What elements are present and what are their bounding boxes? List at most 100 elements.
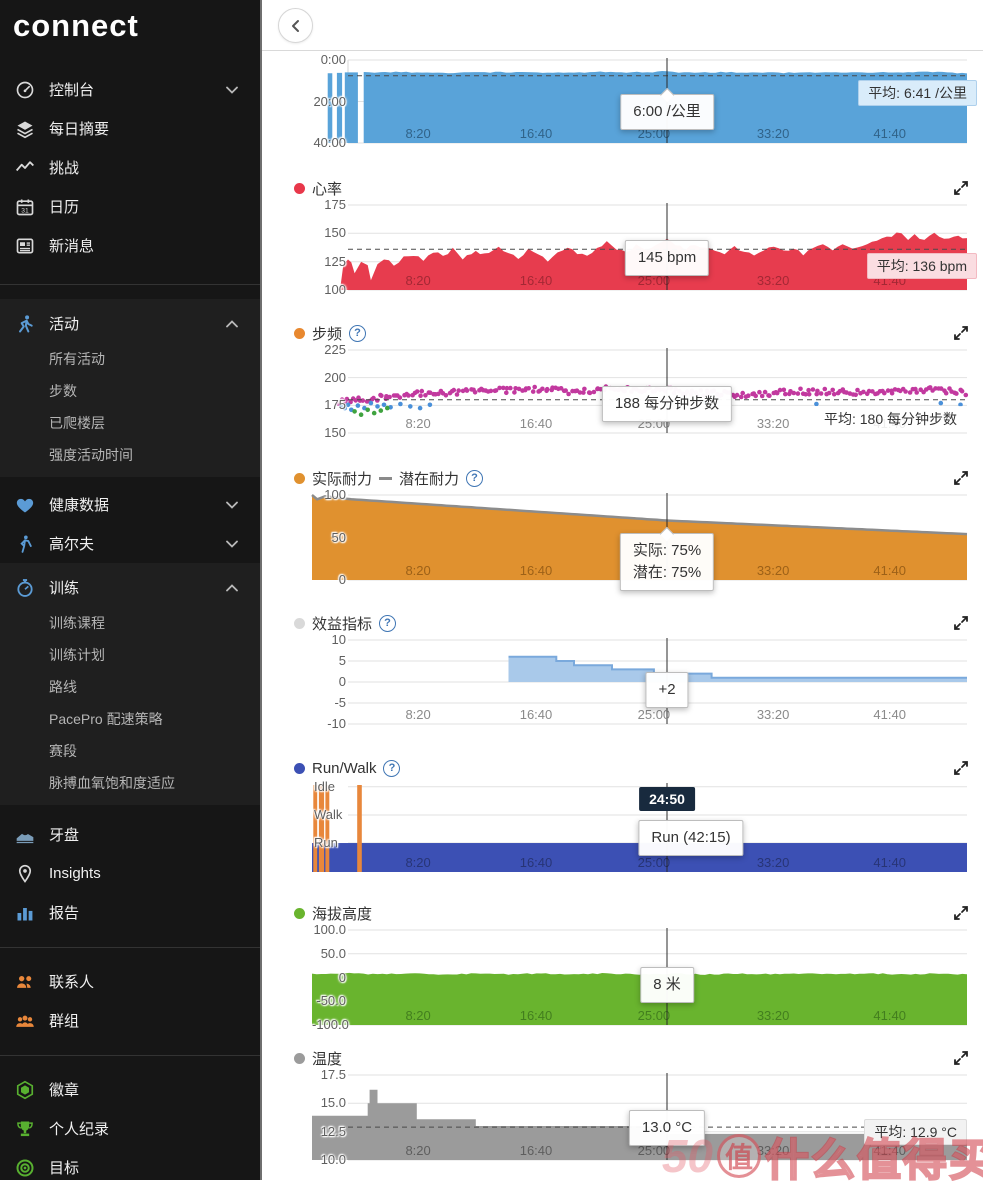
temperature-plot[interactable]: 8:20 16:40 25:00 33:20 41:40 [312, 1073, 967, 1161]
sidebar-subitem-步数[interactable]: 步数 [49, 383, 77, 399]
sidebar-item-目标[interactable]: 目标 [0, 1148, 260, 1187]
average-label: 平均: 6:41 /公里 [858, 80, 977, 106]
expand-icon[interactable] [953, 760, 969, 776]
pace-chart: 8:20 16:40 25:00 33:20 41:40 0:00 20:00 40:00 6:… [312, 52, 977, 150]
sidebar-item-新消息[interactable]: 新消息 [0, 226, 260, 265]
help-icon[interactable]: ? [379, 614, 397, 632]
svg-text:25:00: 25:00 [638, 1008, 671, 1023]
sidebar-item-每日摘要[interactable]: 每日摘要 [0, 109, 260, 148]
data-tooltip: 188 每分钟步数 [601, 386, 733, 422]
y-axis-label: 175 [324, 197, 346, 212]
sidebar-item-label: 每日摘要 [49, 121, 110, 138]
svg-text:25:00: 25:00 [638, 707, 671, 722]
sidebar-item-报告[interactable]: 报告 [0, 893, 260, 932]
expand-icon[interactable] [953, 325, 969, 341]
pin-icon [14, 863, 36, 885]
elevation-chart: 8:20 16:40 25:00 33:20 41:40 100.0 50.0 0 -50.0 -… [294, 906, 968, 1032]
sidebar-subitem-已爬楼层[interactable]: 已爬楼层 [49, 415, 105, 431]
expand-icon[interactable] [953, 1050, 969, 1066]
svg-text:16:40: 16:40 [520, 273, 553, 288]
temperature-chart: 8:20 16:40 25:00 33:20 41:40 17.5 15.0 12.5 10.0… [294, 1051, 968, 1167]
sidebar-item-徽章[interactable]: 徽章 [0, 1070, 260, 1109]
y-axis-label: 50.0 [320, 945, 346, 961]
sidebar-item-联系人[interactable]: 联系人 [0, 962, 260, 1001]
run-walk-chart: 8:20 16:40 25:00 33:20 41:40 Idle Walk Run Run/W… [294, 759, 968, 872]
back-button[interactable] [278, 8, 313, 43]
chevron-up-icon [226, 583, 238, 591]
expand-icon[interactable] [953, 470, 969, 486]
svg-text:25:00: 25:00 [638, 1143, 671, 1158]
average-label: 平均: 180 每分钟步数 [813, 406, 967, 432]
data-tooltip: 实际: 75% 潜在: 75% [619, 533, 715, 591]
y-axis-label: 100 [324, 282, 346, 297]
sidebar-item-日历[interactable]: 31 日历 [0, 187, 260, 226]
sidebar-subitem-路线[interactable]: 路线 [49, 679, 77, 695]
tooltip-line: 潜在: 75% [632, 563, 702, 581]
sidebar-item-群组[interactable]: 群组 [0, 1001, 260, 1040]
sidebar-subitem-脉搏血氧饱和度适应[interactable]: 脉搏血氧饱和度适应 [49, 775, 175, 791]
sidebar-item-活动[interactable]: 活动 [0, 304, 260, 343]
sidebar-subitem-训练课程[interactable]: 训练课程 [49, 615, 105, 631]
sidebar-subitem-所有活动[interactable]: 所有活动 [49, 351, 105, 367]
stamina-chart: 8:2016:4025:0033:2041:40100500实际耐力潜在耐力?实… [294, 469, 968, 591]
sidebar-item-挑战[interactable]: 挑战 [0, 148, 260, 187]
help-icon[interactable]: ? [349, 324, 367, 342]
sidebar-subitem-强度活动时间[interactable]: 强度活动时间 [49, 447, 133, 463]
svg-text:8:20: 8:20 [405, 416, 430, 431]
sidebar-item-高尔夫[interactable]: 高尔夫 [0, 524, 260, 563]
chevron-down-icon [226, 501, 238, 509]
hexagon-icon [14, 1079, 36, 1101]
news-icon [14, 235, 36, 257]
sidebar-item-牙盘[interactable]: 牙盘 [0, 815, 260, 854]
elevation-plot[interactable]: 8:20 16:40 25:00 33:20 41:40 [312, 928, 967, 1026]
y-axis-label: 0 [338, 674, 346, 689]
performance_condition-plot[interactable]: 8:20 16:40 25:00 33:20 41:40 [312, 638, 967, 725]
svg-text:33:20: 33:20 [757, 1143, 790, 1158]
help-icon[interactable]: ? [466, 469, 484, 487]
sidebar-item-健康数据[interactable]: 健康数据 [0, 485, 260, 524]
svg-text:8:20: 8:20 [405, 563, 430, 578]
svg-text:16:40: 16:40 [520, 707, 553, 722]
expand-icon[interactable] [953, 905, 969, 921]
sidebar-item-label: 挑战 [49, 160, 80, 177]
chart-title: 海拔高度 [312, 905, 373, 923]
svg-text:41:40: 41:40 [873, 1008, 906, 1023]
y-axis-label: 100 [324, 487, 346, 502]
people-icon [14, 971, 36, 993]
average-label: 平均: 12.9 °C [864, 1119, 967, 1145]
sidebar-item-insights[interactable]: Insights [0, 854, 260, 893]
help-icon[interactable]: ? [383, 759, 401, 777]
heart_rate-header: 心率 [294, 177, 969, 199]
svg-text:41:40: 41:40 [873, 126, 906, 141]
y-axis-label: -50.0 [316, 993, 346, 1009]
sidebar-item-控制台[interactable]: 控制台 [0, 70, 260, 109]
svg-text:8:20: 8:20 [405, 273, 430, 288]
cadence-chart: 8:2016:4025:0033:2041:40225200175150步频?1… [294, 324, 969, 440]
svg-text:31: 31 [21, 207, 29, 214]
svg-text:25:00: 25:00 [638, 855, 671, 870]
y-axis-label: Run [314, 835, 338, 851]
sidebar-item-训练[interactable]: 训练 [0, 568, 260, 607]
y-axis-label: -10 [327, 716, 346, 731]
sidebar-item-个人纪录[interactable]: 个人纪录 [0, 1109, 260, 1148]
expand-icon[interactable] [953, 180, 969, 196]
svg-text:41:40: 41:40 [873, 855, 906, 870]
chevron-left-icon [291, 19, 299, 32]
sidebar-item-label: 训练 [49, 580, 80, 597]
legend-dot-icon [294, 1052, 305, 1064]
sidebar-item-label: 高尔夫 [49, 536, 95, 553]
expand-icon[interactable] [953, 615, 969, 631]
sidebar-subitem-赛段[interactable]: 赛段 [49, 743, 77, 759]
heart-rate-chart: 8:20 16:40 25:00 33:20 41:40 175 150 125 100 心率 14… [294, 181, 977, 297]
data-tooltip: 6:00 /公里 [620, 94, 714, 130]
chart-title: 实际耐力 [312, 470, 373, 488]
sidebar-item-label: 报告 [49, 905, 80, 922]
sidebar-subitem-训练计划[interactable]: 训练计划 [49, 647, 105, 663]
sidebar-subitem-pacepro-配速策略[interactable]: PacePro 配速策略 [49, 711, 163, 727]
data-tooltip: 8 米 [640, 967, 694, 1003]
svg-text:25:00: 25:00 [638, 273, 671, 288]
chevron-down-icon [226, 86, 238, 94]
elevation-header: 海拔高度 [294, 902, 969, 924]
sidebar-item-label: 个人纪录 [49, 1121, 110, 1138]
data-tooltip: 13.0 °C [628, 1110, 706, 1146]
